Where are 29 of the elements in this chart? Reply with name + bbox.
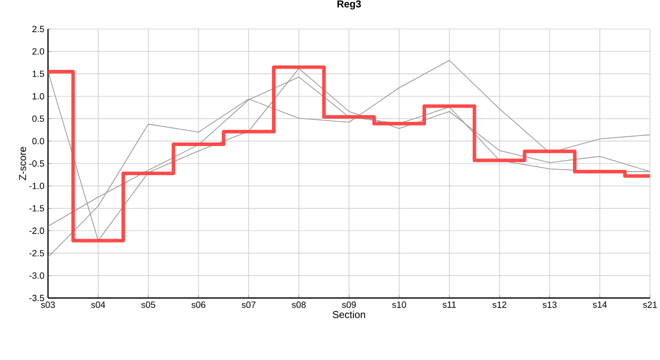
y-axis-title: Z-score <box>19 147 26 180</box>
y-tick-label: -3.0 <box>29 272 44 279</box>
y-tick-label: -1.5 <box>29 205 44 212</box>
x-tick-label: s10 <box>392 302 406 308</box>
x-tick-label: s11 <box>442 302 456 308</box>
x-tick-label: s12 <box>492 302 506 308</box>
y-tick-label: -3.5 <box>29 294 44 302</box>
x-tick-label: s07 <box>242 302 256 308</box>
x-axis-title: Section <box>332 310 366 318</box>
y-tick-label: 2.0 <box>32 48 44 55</box>
x-tick-label: s14 <box>592 302 607 308</box>
y-tick-label: 2.5 <box>32 26 44 32</box>
x-tick-label: s06 <box>192 302 206 308</box>
y-tick-label: 0.5 <box>32 115 44 122</box>
y-tick-label: 0.0 <box>32 138 44 144</box>
y-tick-label: 1.0 <box>32 93 44 100</box>
x-tick-label: s04 <box>91 302 106 308</box>
x-tick-label: s05 <box>141 302 156 308</box>
y-tick-label: 1.5 <box>32 70 44 77</box>
x-tick-label: s03 <box>41 302 55 308</box>
x-tick-label: s21 <box>643 302 657 308</box>
y-tick-label: -2.0 <box>29 228 44 234</box>
x-tick-label: s13 <box>542 302 557 308</box>
x-tick-label: s08 <box>292 302 306 308</box>
x-tick-label: s09 <box>342 302 356 308</box>
y-tick-label: -2.5 <box>29 250 44 256</box>
y-tick-label: -0.5 <box>29 160 44 167</box>
chart-title: Reg3 <box>337 0 361 10</box>
y-tick-label: -1.0 <box>29 182 44 190</box>
